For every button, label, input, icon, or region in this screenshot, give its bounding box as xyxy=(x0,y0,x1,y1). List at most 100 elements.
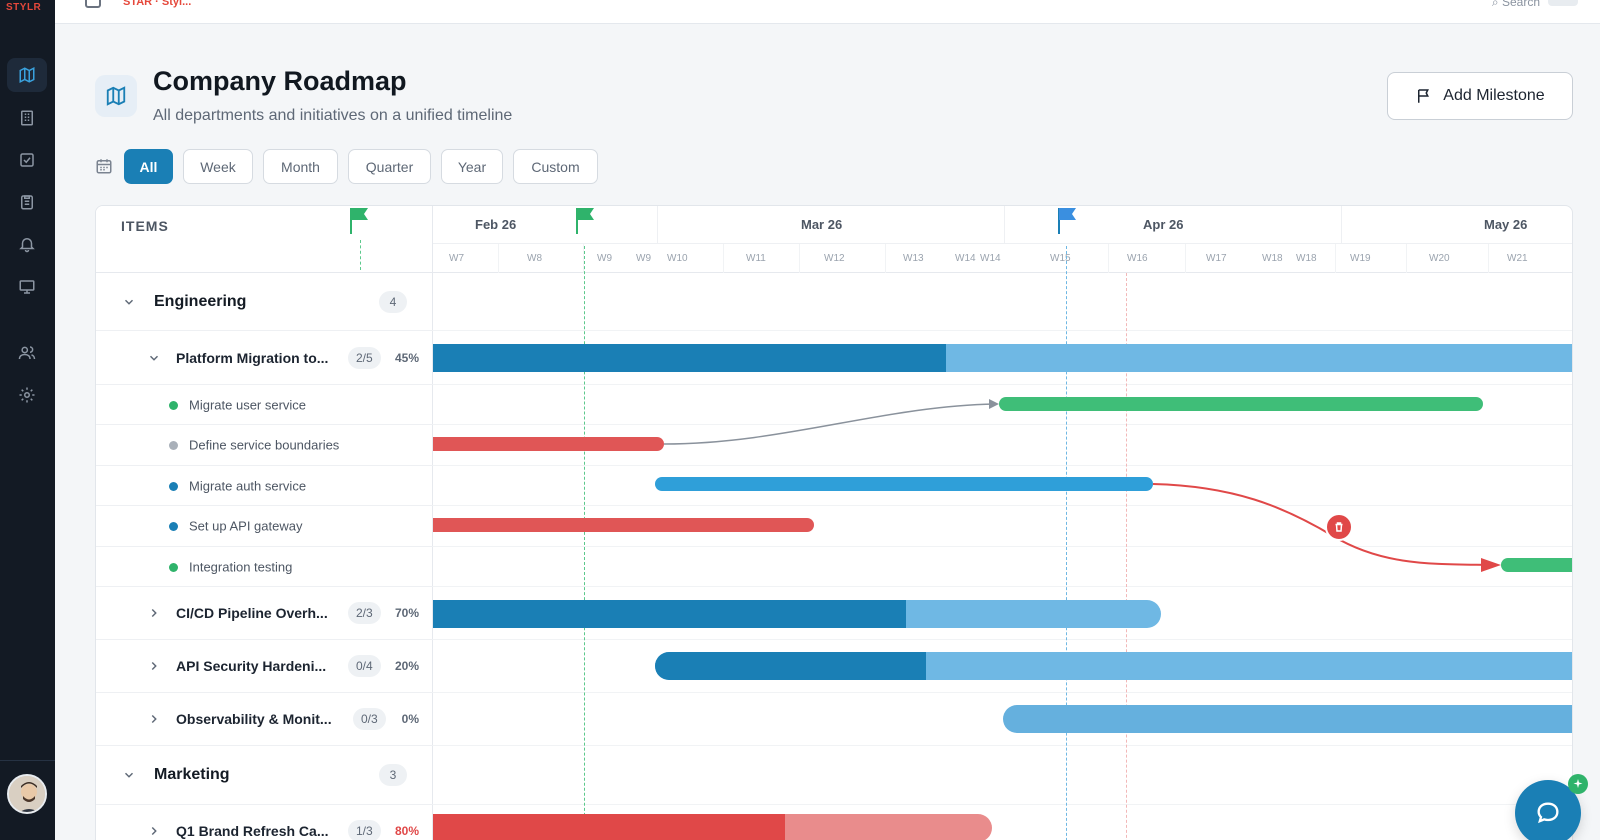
nav-roadmap[interactable] xyxy=(7,58,47,92)
week-divider xyxy=(1108,244,1109,273)
progress-percent: 20% xyxy=(394,659,419,673)
week-label: W16 xyxy=(1127,253,1148,264)
week-label: W14 xyxy=(980,253,1001,264)
progress-fill xyxy=(433,600,907,628)
group-count-badge: 4 xyxy=(379,290,407,313)
add-milestone-button[interactable]: Add Milestone xyxy=(1387,72,1573,120)
task-bar-migrate-auth-service[interactable] xyxy=(655,477,1153,491)
month-label: Feb 26 xyxy=(475,217,517,232)
week-label: W17 xyxy=(1206,253,1227,264)
chevron-down-icon[interactable] xyxy=(122,768,136,782)
map-icon xyxy=(19,67,35,83)
chevron-right-icon[interactable] xyxy=(147,659,161,673)
nav-departments[interactable] xyxy=(7,101,47,135)
nav-reports[interactable] xyxy=(7,185,47,219)
search-icon: ⌕ xyxy=(1491,0,1502,9)
project-bar-platform-migration[interactable] xyxy=(433,344,1572,372)
nav-team[interactable] xyxy=(7,336,47,370)
filter-all[interactable]: All xyxy=(124,149,173,184)
week-label: W21 xyxy=(1507,253,1528,264)
progress-percent: 80% xyxy=(394,824,419,838)
row-line xyxy=(433,745,1572,746)
arrowhead xyxy=(989,399,999,409)
page-title: Company Roadmap xyxy=(153,66,407,96)
week-label: W10 xyxy=(667,253,688,264)
project-row[interactable]: Q1 Brand Refresh Ca... 1/3 80% xyxy=(96,805,433,840)
nav-notifications[interactable] xyxy=(7,227,47,261)
status-dot xyxy=(169,522,178,531)
breadcrumb[interactable]: STAR · Styl... xyxy=(123,0,192,8)
progress-percent: 70% xyxy=(394,606,419,620)
chevron-right-icon[interactable] xyxy=(147,824,161,838)
project-row[interactable]: API Security Hardeni... 0/4 20% xyxy=(96,640,433,693)
task-row[interactable]: Migrate user service xyxy=(96,385,433,425)
group-row-marketing[interactable]: Marketing 3 xyxy=(96,746,433,805)
project-name: Observability & Monit... xyxy=(176,711,332,727)
milestone-flag-icon[interactable] xyxy=(1056,206,1078,234)
project-bar-observability[interactable] xyxy=(1003,705,1572,733)
progress-badge: 1/3 xyxy=(348,820,381,840)
top-bar: STAR · Styl... ⌕ Search xyxy=(55,0,1600,24)
week-label: W20 xyxy=(1429,253,1450,264)
progress-fill xyxy=(433,344,947,372)
add-milestone-label: Add Milestone xyxy=(1443,87,1545,104)
top-avatar[interactable] xyxy=(1548,0,1578,6)
arrowhead xyxy=(1481,558,1501,572)
chevron-down-icon[interactable] xyxy=(147,351,161,365)
week-label: W19 xyxy=(1350,253,1371,264)
chevron-right-icon[interactable] xyxy=(147,712,161,726)
week-divider xyxy=(583,244,584,273)
week-label: W11 xyxy=(746,253,766,264)
project-row[interactable]: Platform Migration to... 2/5 45% xyxy=(96,331,433,385)
task-row[interactable]: Migrate auth service xyxy=(96,466,433,506)
project-row[interactable]: CI/CD Pipeline Overh... 2/3 70% xyxy=(96,587,433,640)
row-line xyxy=(433,692,1572,693)
task-name: Migrate auth service xyxy=(189,478,307,493)
month-divider xyxy=(657,206,658,244)
user-avatar[interactable] xyxy=(7,774,47,814)
task-row[interactable]: Define service boundaries xyxy=(96,425,433,466)
project-bar-api-security[interactable] xyxy=(655,652,1572,680)
group-row-engineering[interactable]: Engineering 4 xyxy=(96,273,433,331)
month-header: Feb 26 Mar 26 Apr 26 May 26 xyxy=(433,206,1572,244)
presentation-icon xyxy=(19,280,35,294)
items-column: ITEMS Engineering 4 Platform Migration t… xyxy=(96,206,433,840)
filter-year[interactable]: Year xyxy=(441,149,503,184)
task-row[interactable]: Set up API gateway xyxy=(96,506,433,547)
task-bar-integration-testing[interactable] xyxy=(1501,558,1572,572)
filter-month[interactable]: Month xyxy=(263,149,338,184)
chevron-right-icon[interactable] xyxy=(147,606,161,620)
page-subtitle: All departments and initiatives on a uni… xyxy=(153,107,513,124)
task-row[interactable]: Integration testing xyxy=(96,547,433,587)
nav-tasks[interactable] xyxy=(7,143,47,177)
layout-icon[interactable] xyxy=(85,0,101,8)
milestone-flag-icon[interactable] xyxy=(348,206,370,234)
task-bar-migrate-user-service[interactable] xyxy=(999,397,1483,411)
app-logo: STYLR xyxy=(6,2,42,13)
filter-custom[interactable]: Custom xyxy=(513,149,598,184)
progress-percent: 45% xyxy=(394,350,419,365)
milestone-flag-icon[interactable] xyxy=(574,206,596,234)
bell-icon xyxy=(19,238,35,253)
week-divider xyxy=(1488,244,1489,273)
project-name: Q1 Brand Refresh Ca... xyxy=(176,823,329,839)
nav-settings[interactable] xyxy=(7,378,47,412)
chat-bubble-icon xyxy=(1537,802,1559,824)
nav-presentations[interactable] xyxy=(7,270,47,304)
chevron-down-icon[interactable] xyxy=(122,295,136,309)
filter-quarter[interactable]: Quarter xyxy=(348,149,431,184)
task-name: Integration testing xyxy=(189,559,293,574)
project-bar-cicd-pipeline[interactable] xyxy=(433,600,1161,628)
month-label: May 26 xyxy=(1484,217,1528,232)
building-icon xyxy=(21,110,33,126)
search-button[interactable]: ⌕ Search xyxy=(1492,0,1540,10)
project-name: Platform Migration to... xyxy=(176,349,329,366)
task-bar-set-up-api-gateway[interactable] xyxy=(433,518,814,532)
week-label: W18 xyxy=(1262,253,1283,264)
week-label: W15 xyxy=(1050,253,1071,264)
filter-week[interactable]: Week xyxy=(183,149,253,184)
task-bar-define-service-boundaries[interactable] xyxy=(433,437,664,451)
project-bar-q1-brand-refresh[interactable] xyxy=(433,814,992,840)
delete-dependency-button[interactable] xyxy=(1325,513,1353,541)
project-row[interactable]: Observability & Monit... 0/3 0% xyxy=(96,693,433,746)
